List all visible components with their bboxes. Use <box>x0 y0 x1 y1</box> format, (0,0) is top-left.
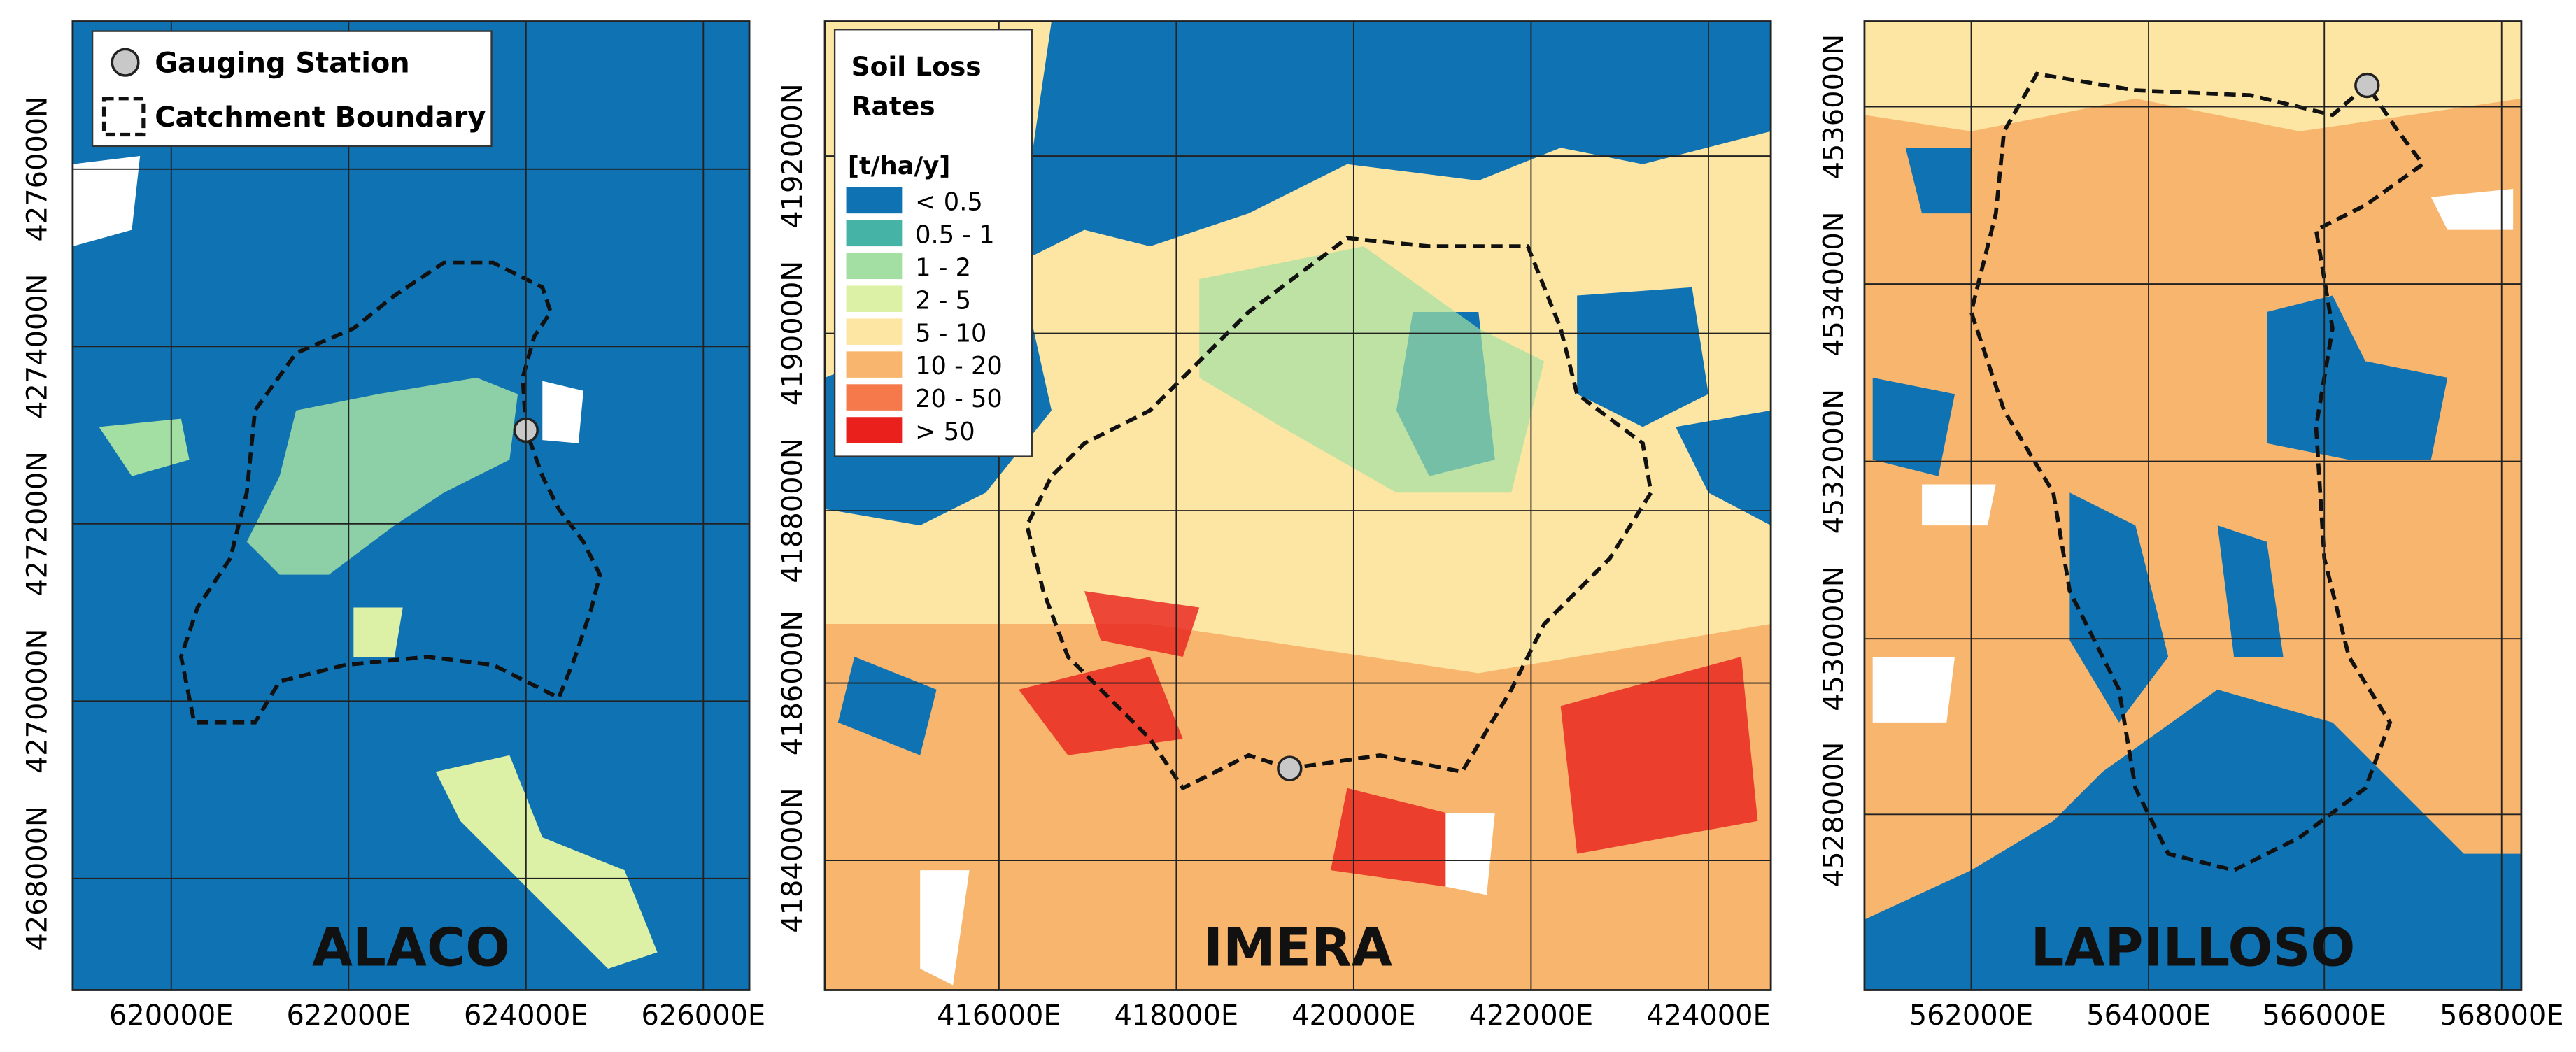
x-tick-label: 622000E <box>287 1000 411 1032</box>
legend-label: Gauging Station <box>155 47 409 79</box>
legend-label: Catchment Boundary <box>155 101 486 134</box>
y-tick-label: 4274000N <box>21 274 53 420</box>
panel-title: LAPILLOSO <box>2031 916 2356 978</box>
y-tick-label: 4186000N <box>777 611 809 756</box>
x-tick-label: 416000E <box>937 1000 1061 1032</box>
legend-title: Soil Loss <box>851 51 982 82</box>
panel-frame <box>71 20 751 991</box>
legend-swatch <box>846 220 903 247</box>
y-tick-label: 4536000N <box>1818 34 1850 180</box>
x-tick-label: 624000E <box>464 1000 588 1032</box>
legend-box <box>91 30 493 148</box>
legend-swatch <box>846 351 903 378</box>
legend-swatch <box>846 285 903 313</box>
panel-title: IMERA <box>1203 916 1392 978</box>
x-tick-label: 420000E <box>1291 1000 1415 1032</box>
y-tick-label: 4272000N <box>21 451 53 597</box>
legend-label: 10 - 20 <box>915 352 1003 381</box>
y-tick-label: 4270000N <box>21 629 53 774</box>
legend-title: Rates <box>851 90 935 121</box>
x-tick-label: 626000E <box>642 1000 765 1032</box>
map-lapilloso <box>1864 21 2521 990</box>
y-tick-label: 4188000N <box>777 438 809 583</box>
legend-swatch <box>846 384 903 411</box>
x-tick-label: 620000E <box>109 1000 233 1032</box>
legend-label: 0.5 - 1 <box>915 220 994 249</box>
legend-label: 2 - 5 <box>915 286 971 315</box>
y-tick-label: 4192000N <box>777 83 809 229</box>
legend-swatch <box>846 417 903 443</box>
x-tick-label: 564000E <box>2086 1000 2210 1032</box>
panel-frame <box>1863 20 2523 991</box>
legend-label: 20 - 50 <box>915 385 1003 413</box>
panel-frame <box>823 20 1772 991</box>
legend-label: 5 - 10 <box>915 319 986 348</box>
legend-station-icon <box>111 48 140 77</box>
x-tick-label: 418000E <box>1114 1000 1238 1032</box>
legend-swatch <box>846 187 903 214</box>
y-tick-label: 4276000N <box>21 97 53 242</box>
catchment-boundaries <box>178 71 2426 873</box>
legend-label: > 50 <box>915 418 975 446</box>
y-tick-label: 4534000N <box>1818 211 1850 357</box>
legend-unit: [t/ha/y] <box>848 152 951 180</box>
panel-title: ALACO <box>312 916 510 978</box>
y-tick-label: 4190000N <box>777 261 809 406</box>
legend-swatch <box>846 253 903 280</box>
x-tick-label: 568000E <box>2440 1000 2563 1032</box>
map-alaco <box>72 21 750 990</box>
x-tick-label: 566000E <box>2262 1000 2386 1032</box>
legend-label: < 0.5 <box>915 187 983 216</box>
x-tick-label: 422000E <box>1469 1000 1593 1032</box>
x-tick-label: 424000E <box>1646 1000 1770 1032</box>
y-tick-label: 4528000N <box>1818 742 1850 888</box>
y-tick-label: 4268000N <box>21 806 53 951</box>
legend-swatch <box>846 318 903 345</box>
x-tick-label: 562000E <box>1909 1000 2033 1032</box>
y-tick-label: 4184000N <box>777 788 809 933</box>
legend-boundary-icon <box>101 97 146 137</box>
legend-label: 1 - 2 <box>915 253 971 282</box>
y-tick-label: 4532000N <box>1818 389 1850 534</box>
y-tick-label: 4530000N <box>1818 566 1850 711</box>
